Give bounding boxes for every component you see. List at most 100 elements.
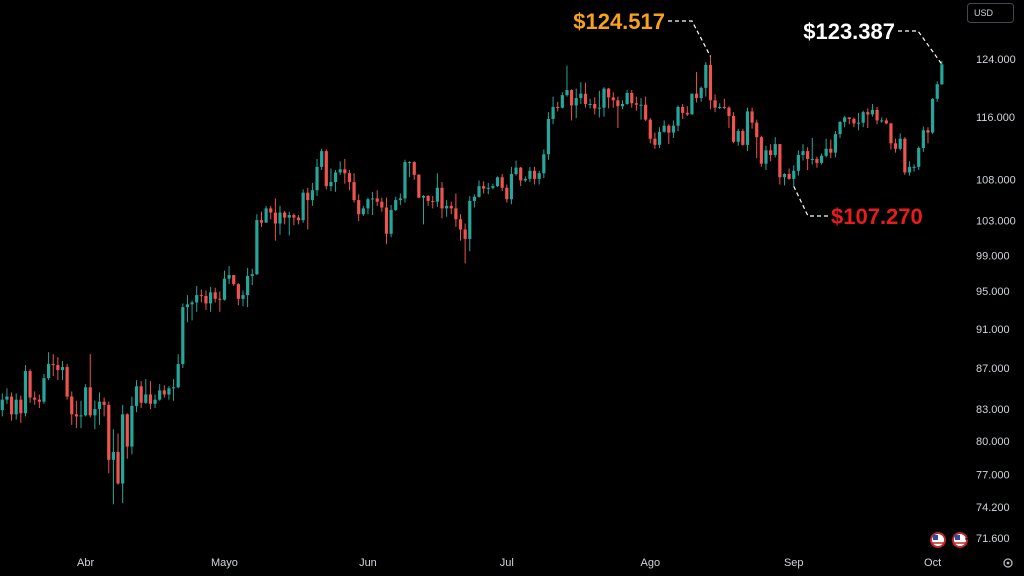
gear-center <box>1006 561 1010 565</box>
candle <box>495 176 500 187</box>
candle <box>500 174 504 192</box>
settings-icon[interactable] <box>1003 558 1013 568</box>
candle-body <box>227 275 231 279</box>
candle-body <box>653 138 657 145</box>
candle <box>116 433 120 485</box>
candle <box>84 384 88 417</box>
candle-body <box>824 148 828 156</box>
candle-body <box>306 192 310 201</box>
candle-body <box>907 166 912 173</box>
candle <box>88 354 92 418</box>
candle-body <box>778 144 782 178</box>
currency-button[interactable]: USD <box>967 3 1014 23</box>
candle <box>158 384 162 401</box>
candle-body <box>671 125 676 133</box>
candle-body <box>468 200 472 239</box>
candle-body <box>477 186 481 197</box>
candle <box>750 107 754 129</box>
candle-body <box>70 396 74 415</box>
candle <box>292 213 296 226</box>
candle <box>366 197 370 215</box>
candle <box>315 158 319 196</box>
candle-body <box>912 166 916 168</box>
candle-body <box>440 187 444 209</box>
candle-body <box>565 90 569 96</box>
candle-body <box>421 195 426 198</box>
candle <box>361 205 365 216</box>
candle-body <box>445 205 449 209</box>
candle-body <box>56 365 60 371</box>
candle-body <box>199 295 203 297</box>
candle <box>329 168 333 192</box>
candle <box>97 392 102 425</box>
flag-canton <box>933 535 938 540</box>
candle <box>65 364 69 400</box>
candle-body <box>287 215 291 218</box>
candle <box>259 211 264 227</box>
candle <box>33 391 37 405</box>
candle-body <box>162 390 166 395</box>
candle-body <box>431 200 435 202</box>
candle <box>764 145 768 171</box>
candle-body <box>181 307 185 365</box>
y-tick-label: 103.000 <box>976 216 1016 228</box>
candle <box>125 413 129 459</box>
candle-body <box>755 122 759 138</box>
candle-body <box>23 371 28 414</box>
candle-body <box>736 131 740 142</box>
candle-body <box>389 210 393 234</box>
candle <box>639 98 643 120</box>
candle-body <box>171 387 176 389</box>
candle <box>931 98 935 135</box>
currency-button-frame[interactable] <box>967 3 1014 23</box>
candle <box>741 128 745 146</box>
candle <box>426 195 430 206</box>
candle <box>940 60 944 85</box>
candle <box>389 205 393 238</box>
candle-body <box>14 399 18 415</box>
candle-body <box>551 106 555 119</box>
candle-body <box>704 64 708 88</box>
currency-label[interactable]: USD <box>974 8 994 18</box>
candle <box>144 379 148 404</box>
candle <box>0 393 4 417</box>
candle-body <box>880 120 884 122</box>
candle-body <box>917 147 921 167</box>
y-tick-label: 74.200 <box>976 502 1010 514</box>
gear[interactable] <box>1003 558 1013 568</box>
candle <box>153 394 157 409</box>
candle-body <box>889 123 893 144</box>
candle <box>843 115 847 128</box>
candle <box>171 379 176 401</box>
candle <box>620 100 625 110</box>
candle-body <box>264 208 268 223</box>
candle-body <box>329 182 333 187</box>
candle-body <box>648 119 652 139</box>
candle-body <box>667 125 671 133</box>
candle-body <box>727 107 731 116</box>
candle <box>903 137 907 175</box>
candle-body <box>852 118 856 124</box>
candle <box>625 90 629 105</box>
candle <box>773 137 777 158</box>
event-icons[interactable] <box>930 532 968 548</box>
candle <box>482 181 486 194</box>
candle-body <box>454 208 458 220</box>
annotation-label: $123.387 <box>803 19 895 44</box>
candle-body <box>926 130 930 133</box>
candle <box>731 112 736 144</box>
candle <box>745 107 750 152</box>
candle <box>134 380 139 413</box>
candle-body <box>255 220 259 275</box>
candle <box>704 62 708 97</box>
candle <box>190 300 194 321</box>
candle-body <box>843 117 847 122</box>
candle-body <box>167 388 171 395</box>
candle-body <box>435 187 439 202</box>
candle <box>884 118 888 125</box>
candle <box>70 391 74 425</box>
candle-body <box>523 178 527 181</box>
candle <box>912 164 916 172</box>
candle-body <box>676 106 680 126</box>
candle-body <box>528 170 532 179</box>
